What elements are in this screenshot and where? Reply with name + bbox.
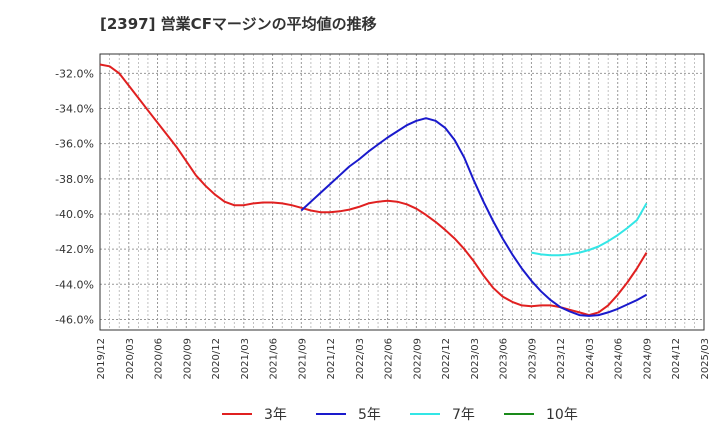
x-tick-label: 2022/06: [384, 338, 395, 380]
x-tick-label: 2023/09: [527, 338, 538, 380]
y-tick-label: -40.0%: [55, 208, 94, 221]
x-tick-label: 2023/06: [499, 338, 510, 380]
y-tick-label: -36.0%: [55, 138, 94, 151]
legend-label: 10年: [546, 407, 578, 423]
legend-label: 3年: [264, 407, 287, 423]
x-tick-label: 2019/12: [96, 338, 107, 380]
chart-title: [2397] 営業CFマージンの平均値の推移: [100, 15, 377, 33]
y-tick-label: -34.0%: [55, 102, 94, 115]
x-tick-label: 2021/06: [269, 338, 280, 380]
x-axis-ticks: 2019/12 2020/03 2020/06 2020/09 2020/12 2021/…: [96, 338, 711, 380]
x-tick-label: 2023/12: [556, 338, 567, 380]
y-tick-label: -42.0%: [55, 243, 94, 256]
x-tick-label: 2024/09: [642, 338, 653, 380]
x-tick-label: 2024/06: [614, 338, 625, 380]
x-tick-label: 2023/03: [470, 338, 481, 380]
x-tick-label: 2021/12: [326, 338, 337, 380]
y-tick-label: -46.0%: [55, 313, 94, 326]
x-tick-label: 2024/03: [585, 338, 596, 380]
legend: 3年 5年 7年 10年: [222, 407, 578, 423]
grid: [99, 54, 705, 330]
x-tick-label: 2020/06: [154, 338, 165, 380]
x-tick-label: 2021/03: [240, 338, 251, 380]
y-axis-ticks: -32.0% -34.0% -36.0% -38.0% -40.0% -42.0% -44.…: [55, 67, 94, 326]
series-line-3: [531, 202, 648, 257]
series-line-1: [99, 63, 648, 317]
series-lines: [99, 63, 648, 317]
series-line-2: [300, 117, 647, 317]
y-tick-label: -44.0%: [55, 278, 94, 291]
x-tick-label: 2022/03: [355, 338, 366, 380]
x-tick-label: 2021/09: [297, 338, 308, 380]
y-tick-label: -32.0%: [55, 67, 94, 80]
x-tick-label: 2022/09: [412, 338, 423, 380]
x-tick-label: 2020/12: [211, 338, 222, 380]
x-tick-label: 2020/03: [125, 338, 136, 380]
legend-label: 7年: [452, 407, 475, 423]
legend-label: 5年: [358, 407, 381, 423]
x-tick-label: 2024/12: [671, 338, 682, 380]
x-tick-label: 2020/09: [182, 338, 193, 380]
x-tick-label: 2025/03: [700, 338, 711, 380]
y-tick-label: -38.0%: [55, 173, 94, 186]
x-tick-label: 2022/12: [441, 338, 452, 380]
plot-frame: [99, 53, 705, 331]
